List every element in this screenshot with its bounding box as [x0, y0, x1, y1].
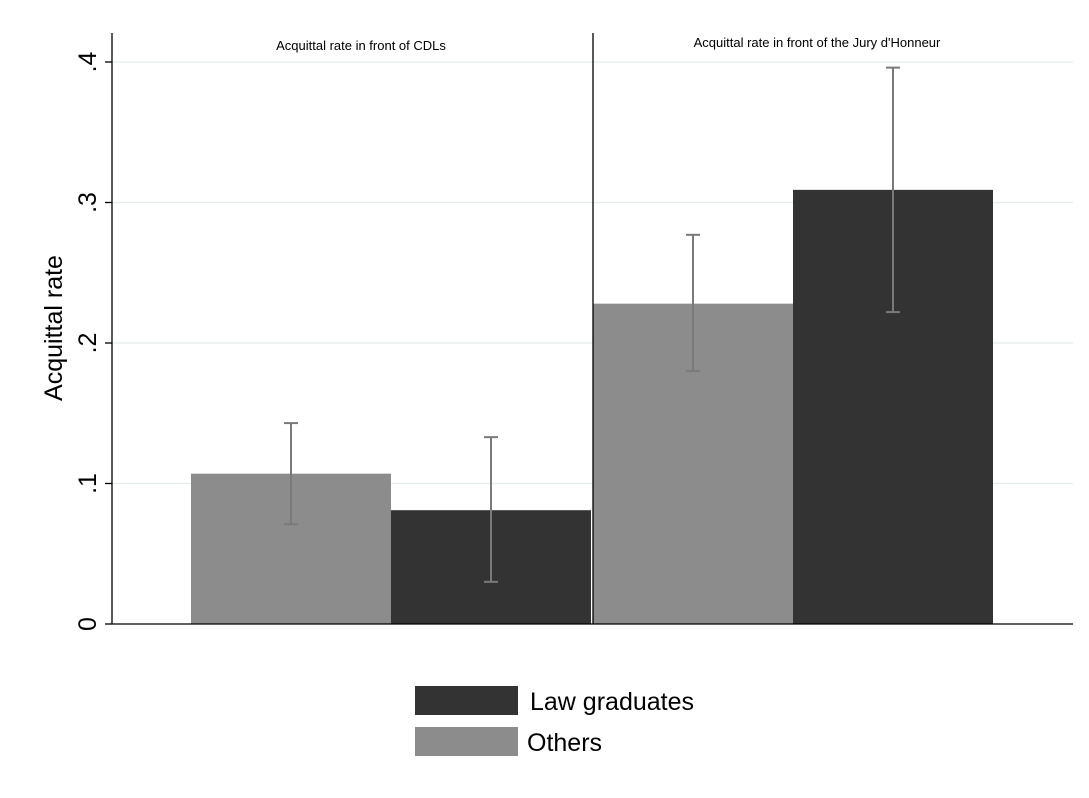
y-tick-label: .1 — [74, 473, 102, 494]
error-bars — [284, 66, 900, 583]
y-tick-label: 0 — [74, 617, 102, 631]
y-axis-label: Acquittal rate — [40, 255, 68, 401]
y-tick-label: .2 — [74, 333, 102, 354]
panel-title-right: Acquittal rate in front of the Jury d'Ho… — [694, 35, 941, 50]
legend-label-law-graduates: Law graduates — [530, 688, 694, 716]
y-tick-label: .4 — [74, 51, 102, 72]
legend-label-others: Others — [527, 729, 602, 757]
panel-title-left: Acquittal rate in front of CDLs — [276, 38, 446, 53]
legend-swatch-law-graduates — [415, 686, 518, 715]
legend: Law graduates Others — [415, 686, 694, 757]
y-tick-label: .3 — [74, 192, 102, 213]
axes — [111, 33, 1073, 625]
y-ticks: 0 .1 .2 .3 .4 — [74, 51, 112, 631]
bars — [191, 189, 993, 625]
legend-swatch-others — [415, 727, 518, 756]
